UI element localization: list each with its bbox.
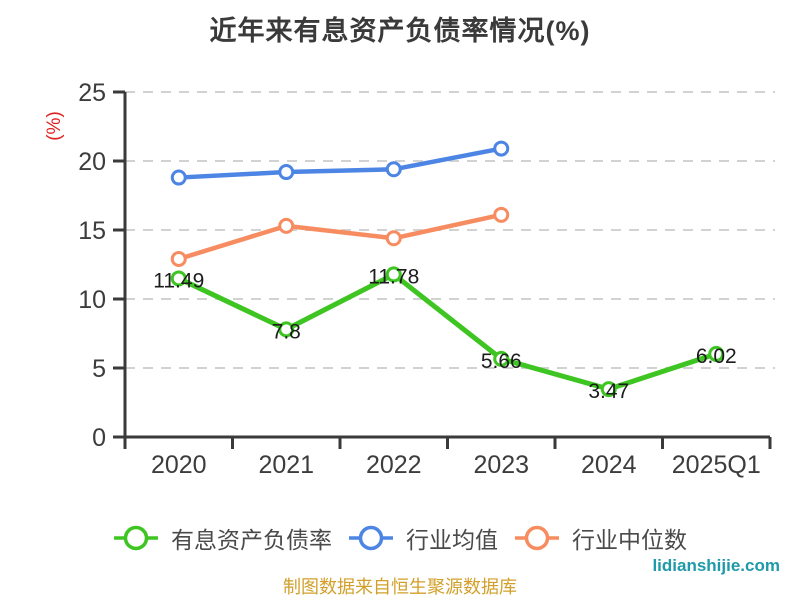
series-point-interest-bearing-debt-ratio[interactable] [600, 381, 617, 398]
line-marker-icon [515, 525, 559, 551]
line-marker-icon [349, 525, 393, 551]
series-point-industry-mean[interactable] [385, 161, 402, 178]
series-point-industry-median[interactable] [385, 230, 402, 247]
x-tick-label: 2022 [366, 451, 422, 479]
series-point-interest-bearing-debt-ratio[interactable] [278, 321, 295, 338]
legend-item-industry-median[interactable]: 行业中位数 [514, 521, 687, 555]
x-tick-label: 2021 [258, 451, 314, 479]
chart-title: 近年来有息资产负债率情况(%) [209, 16, 591, 46]
data-label-interest-bearing-debt-ratio: 11.49 [153, 269, 204, 292]
series-point-industry-mean[interactable] [493, 140, 510, 157]
x-tick-label: 2023 [473, 451, 529, 479]
data-label-interest-bearing-debt-ratio: 11.78 [368, 265, 419, 288]
series-line-interest-bearing-debt-ratio [176, 271, 719, 392]
series-point-interest-bearing-debt-ratio[interactable] [708, 345, 725, 362]
data-label-interest-bearing-debt-ratio: 3.47 [588, 380, 629, 403]
series-point-industry-mean[interactable] [278, 164, 295, 181]
series-line-industry-median [176, 212, 504, 262]
data-label-interest-bearing-debt-ratio: 7.8 [272, 320, 301, 343]
series-point-interest-bearing-debt-ratio[interactable] [493, 350, 510, 367]
x-tick-label: 2025Q1 [672, 451, 761, 479]
legend-label: 行业均值 [406, 527, 498, 553]
legend-item-industry-mean[interactable]: 行业均值 [348, 521, 498, 555]
x-tick-label: 2024 [581, 451, 637, 479]
y-tick-label: 10 [78, 286, 106, 314]
data-label-interest-bearing-debt-ratio: 6.02 [696, 345, 737, 368]
chart-legend: 有息资产负债率 行业均值 行业中位数 [0, 521, 800, 555]
y-axis-unit-label: (%) [44, 111, 65, 141]
series-point-interest-bearing-debt-ratio[interactable] [385, 266, 402, 283]
legend-label: 有息资产负债率 [171, 527, 332, 553]
series-point-industry-median[interactable] [493, 206, 510, 223]
site-watermark[interactable]: lidianshijie.com [652, 556, 780, 575]
series-point-industry-mean[interactable] [170, 169, 187, 186]
line-marker-icon [114, 525, 158, 551]
x-tick-label: 2020 [151, 451, 207, 479]
y-tick-label: 15 [78, 217, 106, 245]
series-point-interest-bearing-debt-ratio[interactable] [170, 270, 187, 287]
series-point-industry-median[interactable] [278, 217, 295, 234]
data-source-note: 制图数据来自恒生聚源数据库 [283, 577, 517, 597]
y-tick-label: 20 [78, 148, 106, 176]
series-line-industry-mean [176, 146, 504, 180]
legend-label: 行业中位数 [572, 527, 687, 553]
series-point-industry-median[interactable] [170, 250, 187, 267]
y-tick-label: 25 [78, 79, 106, 107]
y-tick-label: 5 [92, 355, 106, 383]
y-tick-label: 0 [92, 424, 106, 452]
legend-item-interest-bearing-debt-ratio[interactable]: 有息资产负债率 [113, 521, 332, 555]
data-label-interest-bearing-debt-ratio: 5.66 [481, 350, 522, 373]
